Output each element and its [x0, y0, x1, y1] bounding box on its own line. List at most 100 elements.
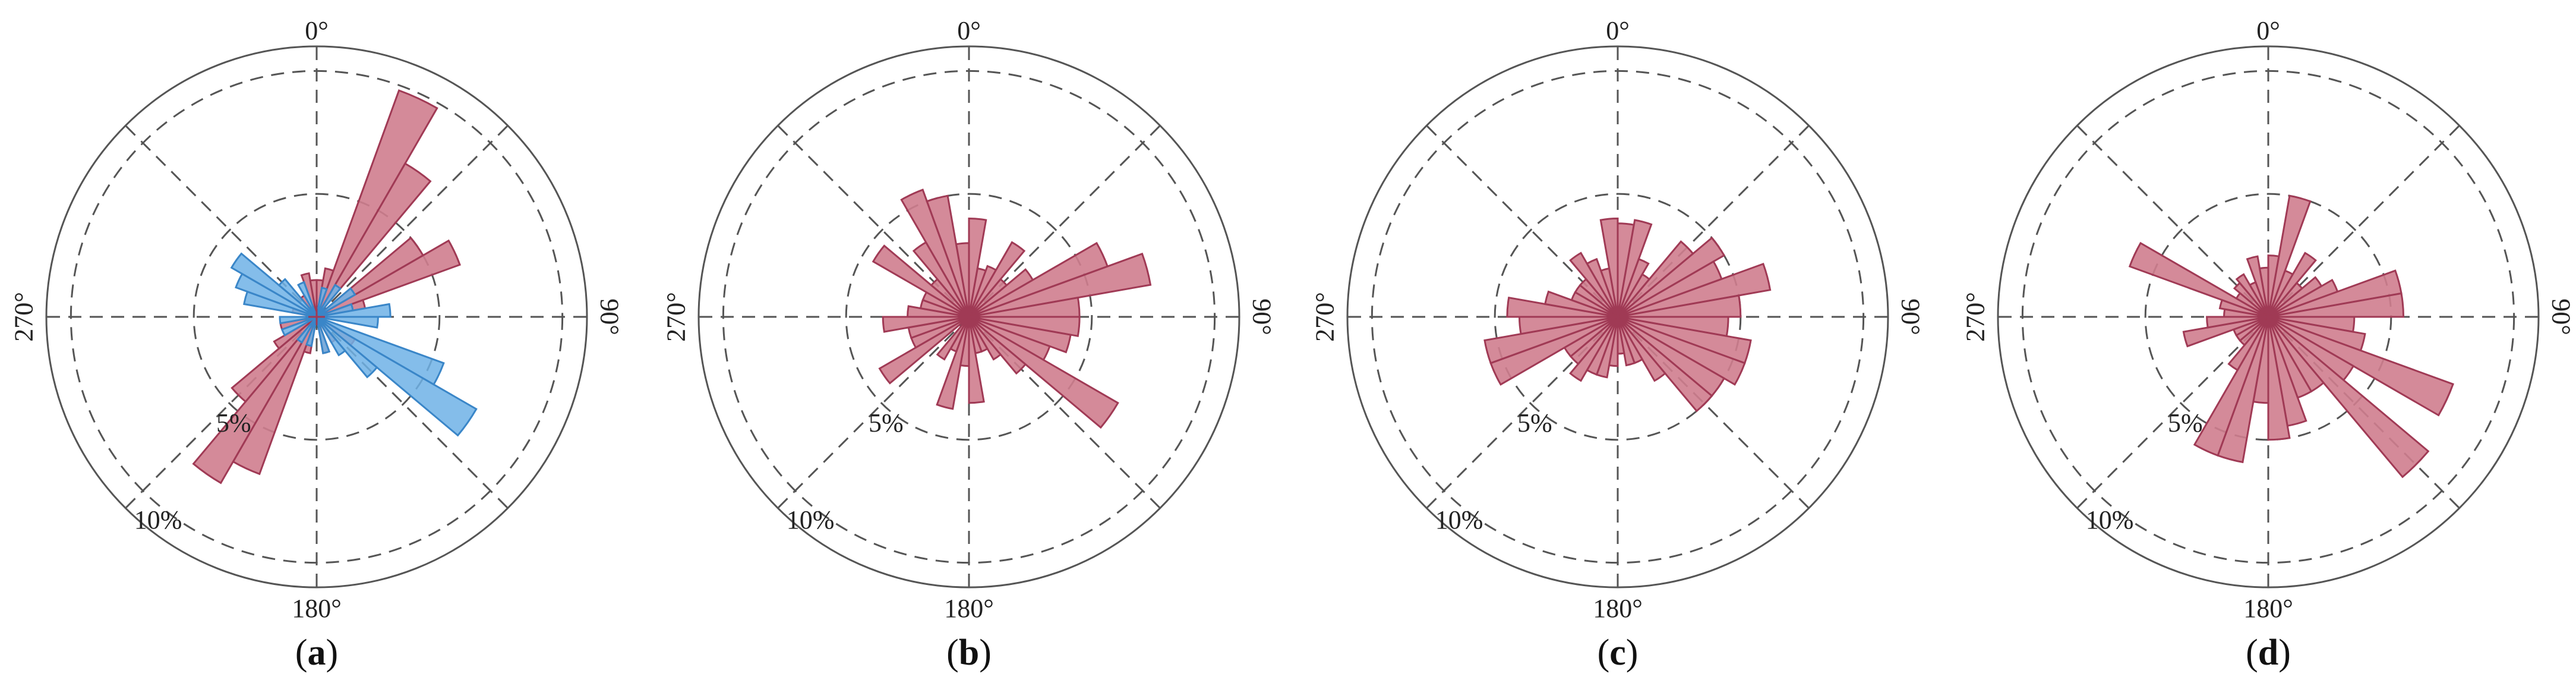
- petal-primary-115: [2268, 316, 2454, 417]
- series-primary: [1483, 217, 1772, 413]
- petal-primary-215: [192, 316, 318, 484]
- direction-label-east: 90°: [1248, 298, 1277, 335]
- petal-primary-85: [2268, 292, 2405, 318]
- petal-secondary-145: [315, 316, 347, 357]
- petal-primary-355: [955, 242, 970, 317]
- petal-secondary-215: [296, 316, 318, 344]
- direction-label-east: 90°: [2547, 298, 2576, 335]
- petal-secondary-245: [280, 316, 317, 337]
- petal-primary-55: [1617, 236, 1726, 318]
- outer-circle: [1346, 45, 1889, 589]
- ring-label-5: 5%: [216, 408, 251, 438]
- ring-label-10: 10%: [134, 505, 182, 534]
- series-primary: [2128, 194, 2454, 479]
- petal-primary-35: [968, 241, 1026, 317]
- panel-caption: (c): [1598, 633, 1639, 673]
- petal-primary-325: [1569, 251, 1619, 317]
- petal-primary-175: [968, 316, 985, 404]
- direction-label-west: 270°: [10, 292, 39, 342]
- series-secondary: [230, 252, 478, 437]
- direction-label-east: 90°: [595, 298, 624, 335]
- petal-primary-355: [1599, 217, 1619, 317]
- petal-secondary-195: [305, 316, 318, 347]
- ring-5: [845, 193, 1093, 441]
- petal-primary-235: [273, 316, 317, 350]
- ring-label-5: 5%: [2168, 408, 2203, 438]
- petal-secondary-315: [277, 278, 318, 318]
- petal-primary-335: [1586, 257, 1619, 317]
- direction-label-west: 270°: [1961, 292, 1990, 342]
- petal-primary-235: [878, 316, 970, 385]
- petal-primary-165: [1617, 316, 1636, 367]
- ring-label-10: 10%: [2086, 505, 2134, 534]
- direction-label-north: 0°: [1606, 16, 1630, 45]
- panel-caption: (d): [2246, 633, 2291, 673]
- petal-secondary-305: [230, 252, 317, 318]
- petal-secondary-85: [316, 303, 392, 318]
- petal-primary-75: [1617, 262, 1772, 318]
- direction-label-east: 90°: [1896, 298, 1925, 335]
- direction-label-west: 270°: [662, 292, 691, 342]
- petal-primary-295: [2128, 241, 2269, 318]
- petal-primary-175: [2267, 316, 2291, 441]
- petal-secondary-265: [279, 316, 317, 325]
- rose-panel-c: 0° 90° 180° 270° 5% 10% (c): [1311, 16, 1925, 673]
- ring-label-5: 5%: [869, 408, 904, 438]
- panel-caption: (b): [946, 633, 992, 673]
- petal-primary-215: [936, 316, 970, 361]
- petal-primary-215: [2227, 316, 2269, 372]
- direction-label-north: 0°: [305, 16, 329, 45]
- petal-primary-225: [231, 316, 318, 403]
- petal-primary-35: [2267, 251, 2317, 317]
- outer-circle: [1997, 45, 2540, 589]
- petal-primary-265: [882, 316, 970, 333]
- series-primary: [872, 188, 1152, 429]
- rose-panel-a: 0° 90° 180° 270° 5% 10% (a): [10, 16, 624, 673]
- petal-primary-265: [2206, 316, 2269, 329]
- petal-secondary-95: [316, 316, 379, 329]
- petal-secondary-35: [315, 284, 342, 317]
- ring-5: [192, 193, 441, 441]
- petal-secondary-15: [315, 287, 328, 317]
- petal-secondary-125: [316, 316, 478, 437]
- direction-label-south: 180°: [2243, 594, 2293, 623]
- spoke-225: [2076, 316, 2269, 509]
- petal-primary-25: [315, 89, 438, 317]
- petal-primary-65: [316, 239, 461, 318]
- direction-label-north: 0°: [957, 16, 981, 45]
- petal-primary-215: [1569, 316, 1619, 382]
- petal-primary-125: [968, 316, 1119, 429]
- rose-panel-b: 0° 90° 180° 270° 5% 10% (b): [662, 16, 1277, 673]
- outer-circle: [45, 45, 588, 589]
- petal-primary-135: [2267, 316, 2430, 479]
- petal-primary-255: [1483, 316, 1618, 364]
- petal-primary-135: [968, 316, 1027, 375]
- petal-primary-145: [1617, 316, 1666, 382]
- petal-primary-115: [1617, 316, 1746, 386]
- ring-label-10: 10%: [1435, 505, 1483, 534]
- direction-label-south: 180°: [944, 594, 994, 623]
- petal-primary-355: [2258, 266, 2269, 317]
- petal-primary-135: [1617, 316, 1713, 413]
- petal-secondary-135: [315, 316, 378, 379]
- ring-label-10: 10%: [787, 505, 835, 534]
- petal-primary-85: [1617, 294, 1742, 318]
- petal-primary-145: [968, 316, 1002, 361]
- petal-primary-305: [872, 244, 970, 318]
- direction-label-south: 180°: [1593, 594, 1643, 623]
- petal-primary-75: [968, 252, 1152, 318]
- petal-primary-355: [309, 279, 318, 317]
- petal-primary-255: [2182, 316, 2269, 348]
- direction-label-south: 180°: [292, 594, 342, 623]
- petal-primary-345: [926, 194, 970, 317]
- petal-primary-325: [2235, 273, 2269, 317]
- panel-caption: (a): [295, 633, 338, 673]
- petal-primary-205: [2193, 316, 2269, 457]
- spoke-45: [315, 125, 509, 318]
- petal-primary-345: [2246, 255, 2269, 317]
- outer-circle: [697, 45, 1240, 589]
- petal-secondary-335: [296, 281, 318, 317]
- ring-label-5: 5%: [1517, 408, 1552, 438]
- direction-label-north: 0°: [2256, 16, 2280, 45]
